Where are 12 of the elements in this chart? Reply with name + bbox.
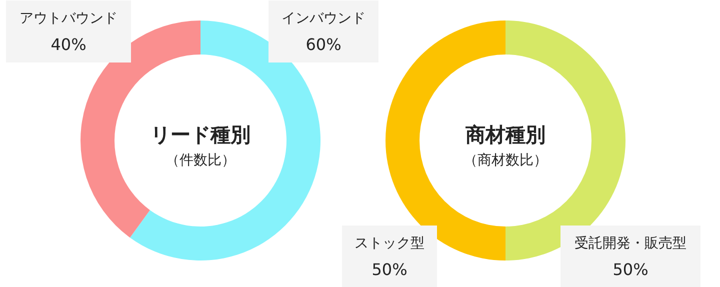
text: リード種別 [150,122,250,146]
text: （件数比） [166,152,236,168]
text: （商材数比） [464,152,548,168]
slice-label: 受託開発・販売型 [574,236,686,252]
slice-label: アウトバウンド [20,10,118,26]
slice-label: ストック型 [354,236,424,252]
data-label: 60% [306,35,342,54]
slice-label: インバウンド [282,10,366,26]
data-label: 50% [372,260,408,279]
data-label: 40% [50,35,86,54]
data-label: 50% [612,260,648,279]
text: 商材種別 [464,122,546,146]
